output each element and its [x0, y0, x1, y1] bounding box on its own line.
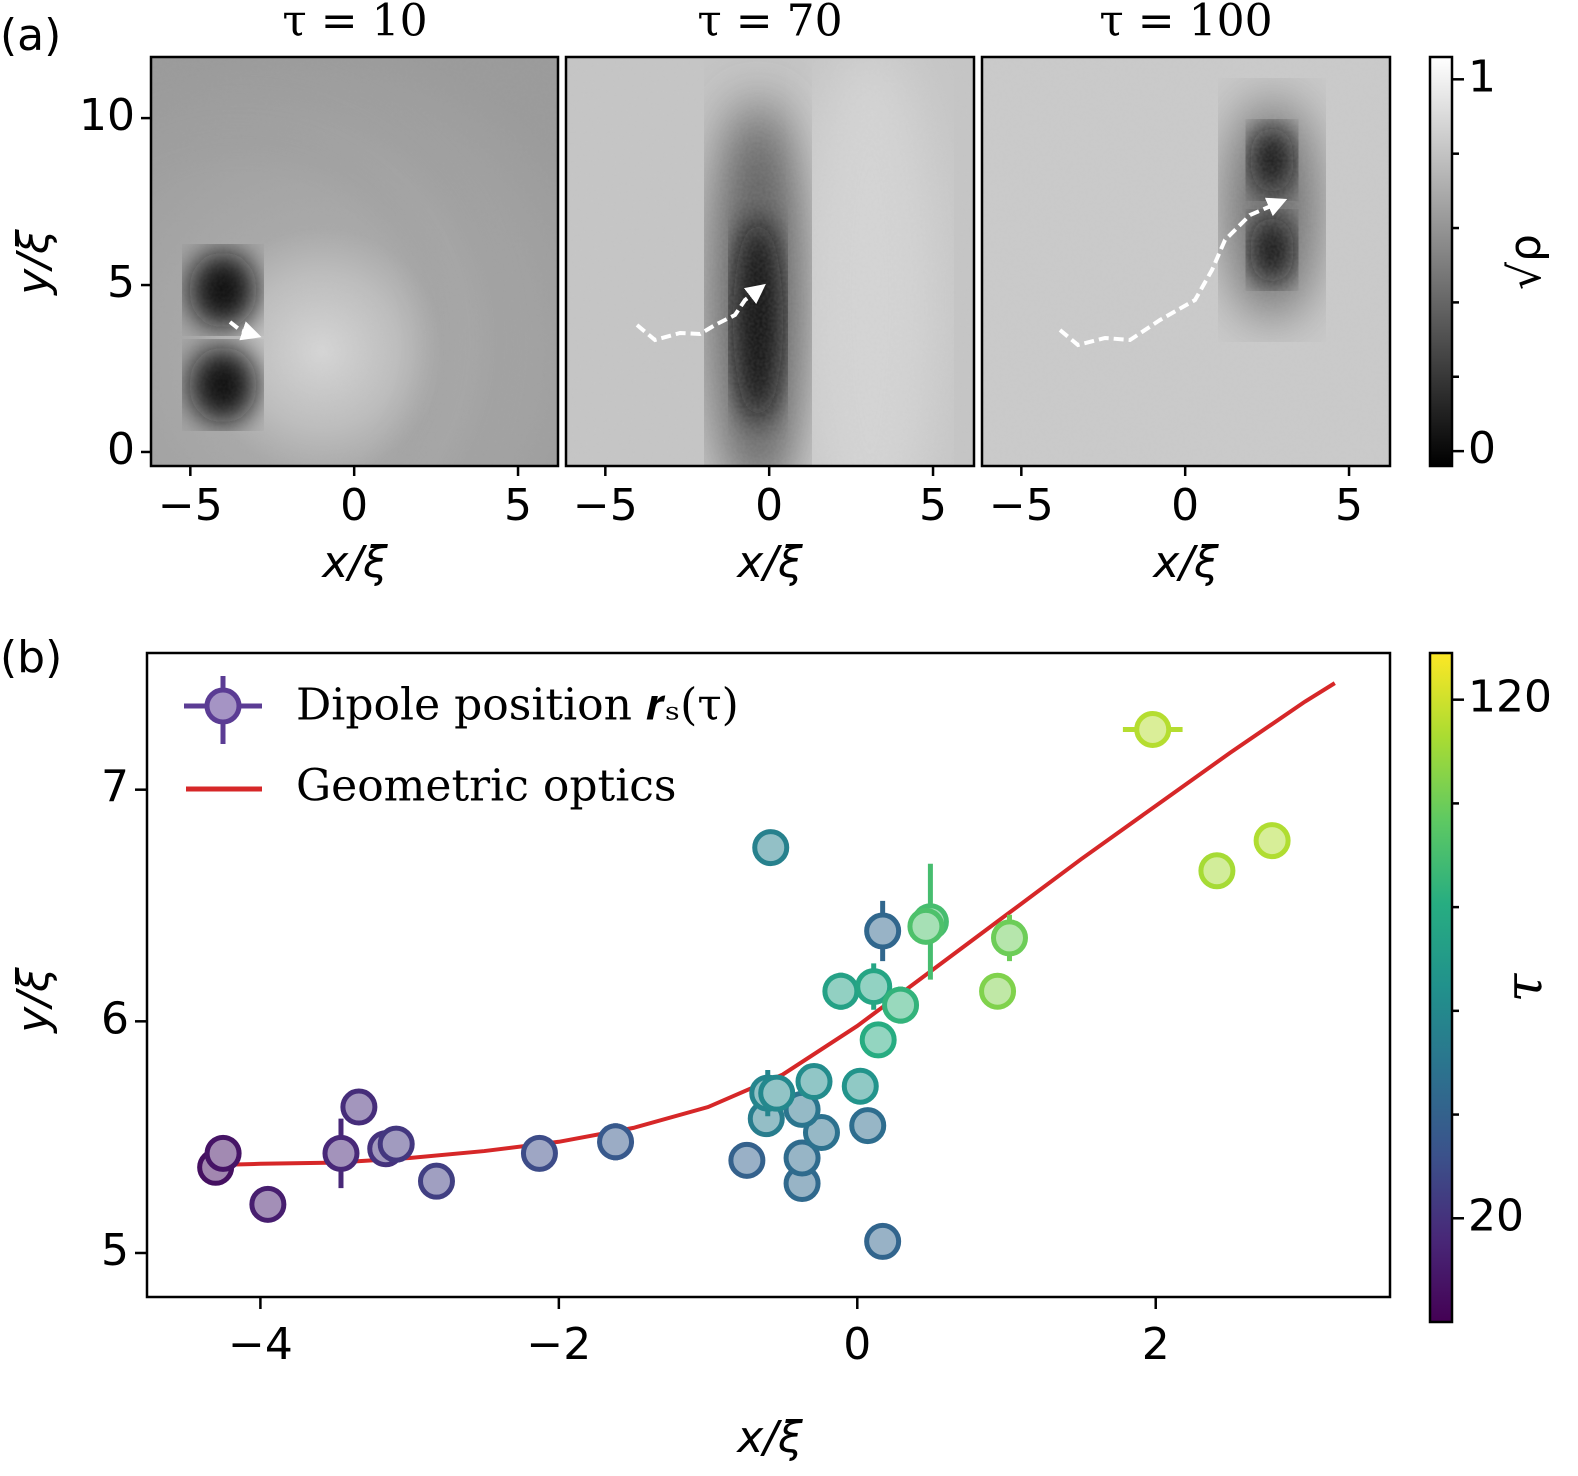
legend-label: Geometric optics	[296, 761, 677, 812]
dipole-point	[864, 912, 902, 950]
dipole-point	[1134, 710, 1172, 748]
x-tick-label: 0	[1171, 480, 1199, 531]
dipole-point	[907, 907, 945, 945]
colorbar-tick-label: 120	[1468, 672, 1552, 723]
x-tick-label: −5	[158, 480, 223, 531]
dipole-point	[795, 1063, 833, 1101]
y-tick-label: 10	[79, 90, 135, 141]
density-image	[151, 57, 558, 466]
dipole-point	[864, 1222, 902, 1260]
dipole-point	[841, 1067, 879, 1105]
x-tick-label: 5	[1335, 480, 1363, 531]
x-axis-label: x/ξ	[735, 537, 803, 588]
x-tick-label: −2	[526, 1319, 591, 1370]
dipole-point	[802, 1114, 840, 1152]
legend-label: Dipole position 𝒓ₛ(τ)	[296, 680, 739, 731]
y-tick-label: 5	[107, 257, 135, 308]
panel-title: τ = 10	[282, 0, 427, 47]
y-axis-label: y/ξ	[8, 229, 59, 297]
dipole-point	[855, 968, 893, 1006]
colorbar-label: √ρ	[1500, 234, 1551, 290]
x-tick-label: 0	[843, 1319, 871, 1370]
dipole-point	[204, 1134, 242, 1172]
dipole-point	[822, 972, 860, 1010]
dipole-point	[728, 1141, 766, 1179]
x-tick-label: 0	[340, 480, 368, 531]
colorbar-tick-label: 1	[1468, 51, 1496, 102]
colorbar-label: τ	[1495, 972, 1555, 1002]
dipole-point	[859, 1021, 897, 1059]
dipole-point	[783, 1139, 821, 1177]
dipole-point	[377, 1125, 415, 1163]
dipole-point	[882, 986, 920, 1024]
y-tick-label: 0	[107, 424, 135, 475]
dipole-point	[979, 972, 1017, 1010]
dipole-point	[1253, 822, 1291, 860]
x-tick-label: −5	[573, 480, 638, 531]
panel-label: (b)	[0, 632, 62, 683]
dipole-point	[520, 1134, 558, 1172]
x-tick-label: 5	[504, 480, 532, 531]
x-axis-label: x/ξ	[320, 537, 388, 588]
dipole-point	[322, 1134, 360, 1172]
panel-title: τ = 100	[1099, 0, 1272, 47]
legend-marker	[204, 687, 242, 725]
y-axis-label: y/ξ	[8, 967, 59, 1035]
dipole-point	[849, 1107, 887, 1145]
dipole-point	[249, 1185, 287, 1223]
x-tick-label: 0	[755, 480, 783, 531]
x-tick-label: −5	[989, 480, 1054, 531]
density-image	[982, 57, 1390, 466]
x-tick-label: 2	[1142, 1319, 1170, 1370]
dipole-point	[752, 829, 790, 867]
dipole-point	[1198, 852, 1236, 890]
panel-label: (a)	[0, 10, 61, 61]
x-axis-label: x/ξ	[735, 1412, 803, 1463]
dipole-point	[990, 919, 1028, 957]
x-axis-label: x/ξ	[1151, 537, 1219, 588]
y-tick-label: 6	[101, 993, 129, 1044]
x-tick-label: 5	[919, 480, 947, 531]
x-tick-label: −4	[228, 1319, 293, 1370]
colorbar-tick-label: 20	[1468, 1190, 1524, 1241]
panel-title: τ = 70	[697, 0, 842, 47]
y-tick-label: 5	[101, 1225, 129, 1276]
dipole-point	[597, 1123, 635, 1161]
dipole-point	[758, 1074, 796, 1112]
dipole-point	[417, 1162, 455, 1200]
colorbar-tick-label: 0	[1468, 423, 1496, 474]
y-tick-label: 7	[101, 762, 129, 813]
density-image	[566, 57, 974, 466]
dipole-point	[340, 1088, 378, 1126]
